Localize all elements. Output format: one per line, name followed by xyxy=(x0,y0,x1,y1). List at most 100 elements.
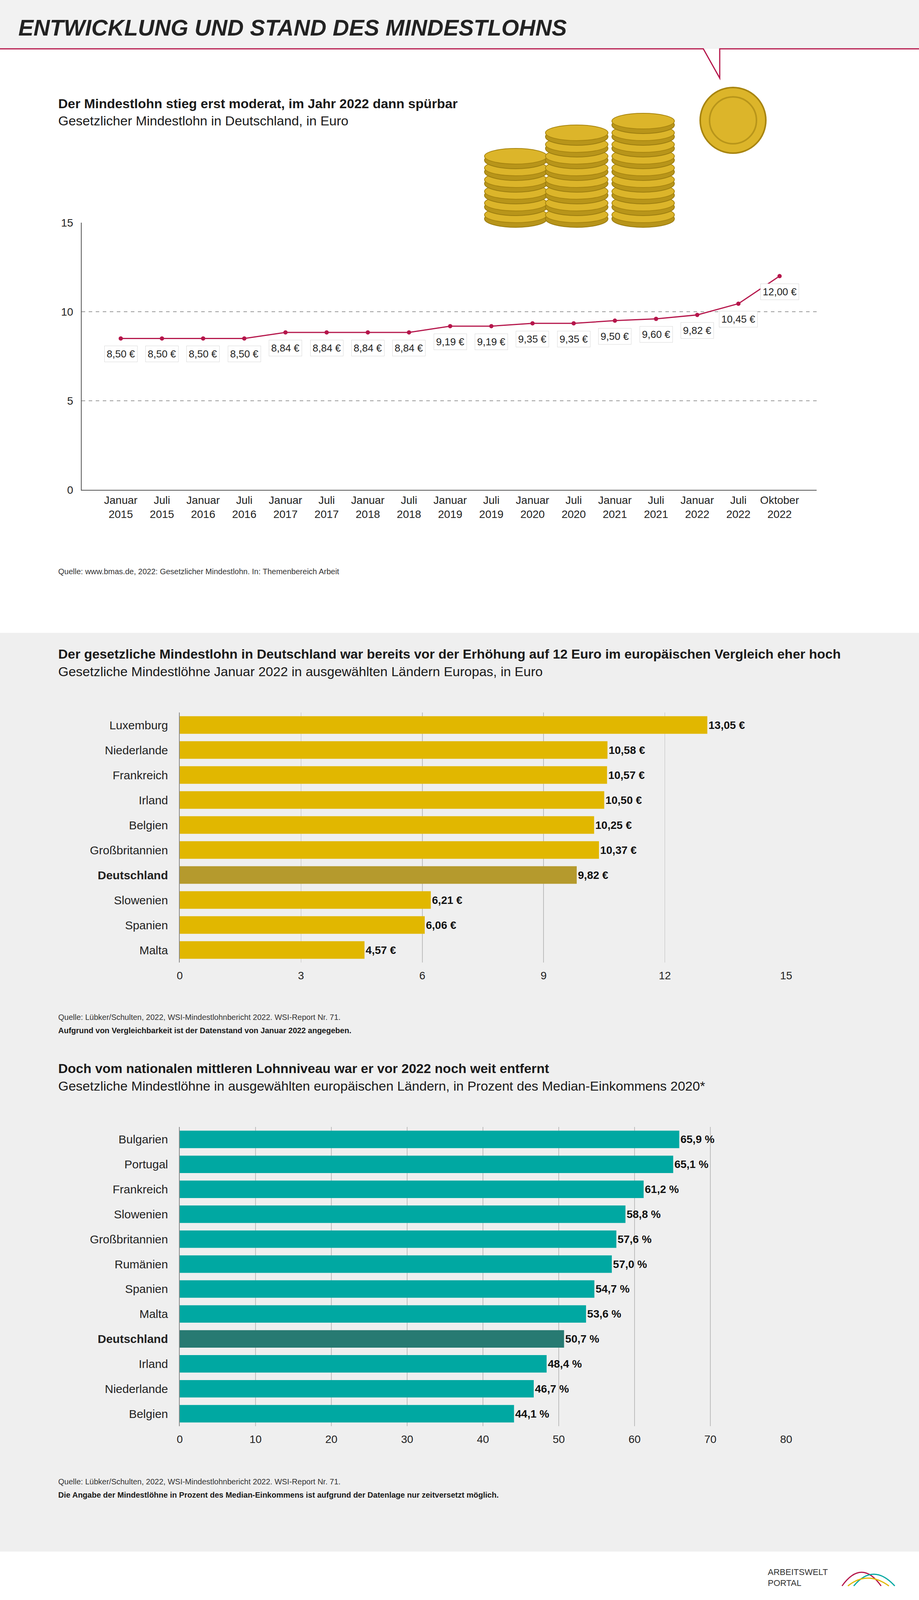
svg-text:8,50 €: 8,50 € xyxy=(106,348,136,360)
html-text:Gesetzlicher Mindestlohn in De: Gesetzlicher Mindestlohn in Deutschland,… xyxy=(58,113,349,129)
svg-text:5: 5 xyxy=(67,395,74,408)
svg-text:Slowenien: Slowenien xyxy=(114,893,169,907)
svg-text:Rumänien: Rumänien xyxy=(114,1258,169,1272)
svg-text:Januar2016: Januar2016 xyxy=(186,494,220,521)
svg-text:8,50 €: 8,50 € xyxy=(188,348,218,360)
svg-text:9,82 €: 9,82 € xyxy=(682,324,712,337)
svg-text:9,35 €: 9,35 € xyxy=(518,333,547,346)
svg-text:70: 70 xyxy=(704,1433,717,1446)
svg-text:Malta: Malta xyxy=(139,944,169,957)
svg-text:48,4 %: 48,4 % xyxy=(547,1358,582,1371)
svg-text:15: 15 xyxy=(779,969,793,982)
svg-text:Irland: Irland xyxy=(138,793,169,807)
svg-text:80: 80 xyxy=(779,1433,793,1446)
svg-text:10,25 €: 10,25 € xyxy=(595,819,633,832)
svg-text:Slowenien: Slowenien xyxy=(114,1208,169,1222)
svg-text:40: 40 xyxy=(476,1433,489,1446)
svg-text:20: 20 xyxy=(325,1433,338,1446)
svg-text:Deutschland: Deutschland xyxy=(97,868,169,882)
svg-text:46,7 %: 46,7 % xyxy=(534,1383,569,1396)
svg-text:0: 0 xyxy=(67,484,74,497)
svg-text:9,19 €: 9,19 € xyxy=(477,336,506,348)
html-text:Der gesetzliche Mindestlohn in: Der gesetzliche Mindestlohn in Deutschla… xyxy=(58,646,841,662)
svg-text:9: 9 xyxy=(540,969,547,982)
svg-text:10,57 €: 10,57 € xyxy=(608,769,646,782)
svg-text:Juli2021: Juli2021 xyxy=(643,494,669,521)
svg-text:8,84 €: 8,84 € xyxy=(271,342,300,355)
svg-text:Irland: Irland xyxy=(138,1357,169,1371)
svg-text:Januar2018: Januar2018 xyxy=(351,494,385,521)
svg-text:Januar2015: Januar2015 xyxy=(103,494,138,521)
svg-text:54,7 %: 54,7 % xyxy=(595,1283,630,1296)
svg-text:8,84 €: 8,84 € xyxy=(353,342,383,355)
svg-text:Deutschland: Deutschland xyxy=(97,1332,169,1346)
svg-text:9,82 €: 9,82 € xyxy=(577,869,609,882)
svg-text:Niederlande: Niederlande xyxy=(104,1382,169,1396)
svg-text:12,00 €: 12,00 € xyxy=(762,286,797,298)
svg-text:Januar2021: Januar2021 xyxy=(598,494,632,521)
svg-text:Januar2022: Januar2022 xyxy=(680,494,715,521)
svg-text:8,50 €: 8,50 € xyxy=(147,348,177,360)
svg-text:Oktober2022: Oktober2022 xyxy=(759,494,800,521)
svg-text:Juli2016: Juli2016 xyxy=(232,494,257,521)
svg-text:9,50 €: 9,50 € xyxy=(600,330,630,343)
svg-text:61,2 %: 61,2 % xyxy=(644,1183,679,1196)
svg-text:57,0 %: 57,0 % xyxy=(613,1258,648,1271)
svg-text:Malta: Malta xyxy=(139,1307,169,1321)
svg-text:Frankreich: Frankreich xyxy=(112,768,169,782)
svg-text:Großbritannien: Großbritannien xyxy=(89,1233,169,1247)
svg-text:3: 3 xyxy=(298,969,305,982)
svg-text:9,35 €: 9,35 € xyxy=(559,333,589,346)
svg-text:65,9 %: 65,9 % xyxy=(680,1133,715,1146)
svg-text:8,50 €: 8,50 € xyxy=(230,348,259,360)
svg-text:Spanien: Spanien xyxy=(125,919,169,932)
svg-text:Januar2020: Januar2020 xyxy=(515,494,550,521)
svg-text:9,60 €: 9,60 € xyxy=(641,328,671,341)
svg-text:9,19 €: 9,19 € xyxy=(436,336,465,348)
svg-text:53,6 %: 53,6 % xyxy=(587,1308,622,1321)
svg-text:Juli2017: Juli2017 xyxy=(314,494,339,521)
svg-text:Portugal: Portugal xyxy=(124,1158,169,1172)
svg-text:Juli2020: Juli2020 xyxy=(561,494,586,521)
svg-text:Spanien: Spanien xyxy=(125,1282,169,1296)
svg-text:44,1 %: 44,1 % xyxy=(515,1408,550,1421)
svg-text:6,21 €: 6,21 € xyxy=(432,894,463,907)
svg-text:65,1 %: 65,1 % xyxy=(674,1158,709,1171)
svg-text:Großbritannien: Großbritannien xyxy=(89,843,169,857)
svg-text:60: 60 xyxy=(628,1433,641,1446)
svg-text:10,50 €: 10,50 € xyxy=(605,794,642,807)
svg-text:58,8 %: 58,8 % xyxy=(626,1208,661,1221)
svg-text:Juli2018: Juli2018 xyxy=(396,494,422,521)
svg-text:10,58 €: 10,58 € xyxy=(608,744,646,757)
svg-text:50: 50 xyxy=(552,1433,565,1446)
svg-text:10: 10 xyxy=(60,305,74,319)
svg-text:Januar2017: Januar2017 xyxy=(268,494,303,521)
svg-text:8,84 €: 8,84 € xyxy=(394,342,424,355)
svg-text:Belgien: Belgien xyxy=(128,1407,169,1421)
svg-text:15: 15 xyxy=(60,216,74,229)
svg-text:0: 0 xyxy=(176,969,183,982)
svg-text:10,37 €: 10,37 € xyxy=(600,844,637,857)
svg-text:13,05 €: 13,05 € xyxy=(708,719,746,732)
svg-text:Luxemburg: Luxemburg xyxy=(109,718,169,732)
svg-text:30: 30 xyxy=(400,1433,414,1446)
svg-text:Frankreich: Frankreich xyxy=(112,1183,169,1197)
html-text:ENTWICKLUNG UND STAND DES MIND: ENTWICKLUNG UND STAND DES MINDESTLOHNS xyxy=(18,14,567,41)
svg-text:Juli2022: Juli2022 xyxy=(726,494,751,521)
svg-text:12: 12 xyxy=(658,969,671,982)
svg-text:Juli2019: Juli2019 xyxy=(479,494,504,521)
svg-text:57,6 %: 57,6 % xyxy=(617,1233,652,1246)
svg-text:6: 6 xyxy=(419,969,426,982)
svg-text:10: 10 xyxy=(249,1433,262,1446)
svg-text:8,84 €: 8,84 € xyxy=(312,342,342,355)
svg-text:50,7 %: 50,7 % xyxy=(565,1333,600,1346)
svg-text:0: 0 xyxy=(176,1433,183,1446)
svg-text:6,06 €: 6,06 € xyxy=(425,919,457,932)
svg-text:10,45 €: 10,45 € xyxy=(721,313,756,326)
svg-text:Juli2015: Juli2015 xyxy=(149,494,174,521)
svg-text:Bulgarien: Bulgarien xyxy=(118,1133,169,1147)
svg-text:4,57 €: 4,57 € xyxy=(365,944,397,957)
svg-text:Belgien: Belgien xyxy=(128,818,169,832)
svg-text:Niederlande: Niederlande xyxy=(104,743,169,757)
svg-text:Januar2019: Januar2019 xyxy=(433,494,467,521)
